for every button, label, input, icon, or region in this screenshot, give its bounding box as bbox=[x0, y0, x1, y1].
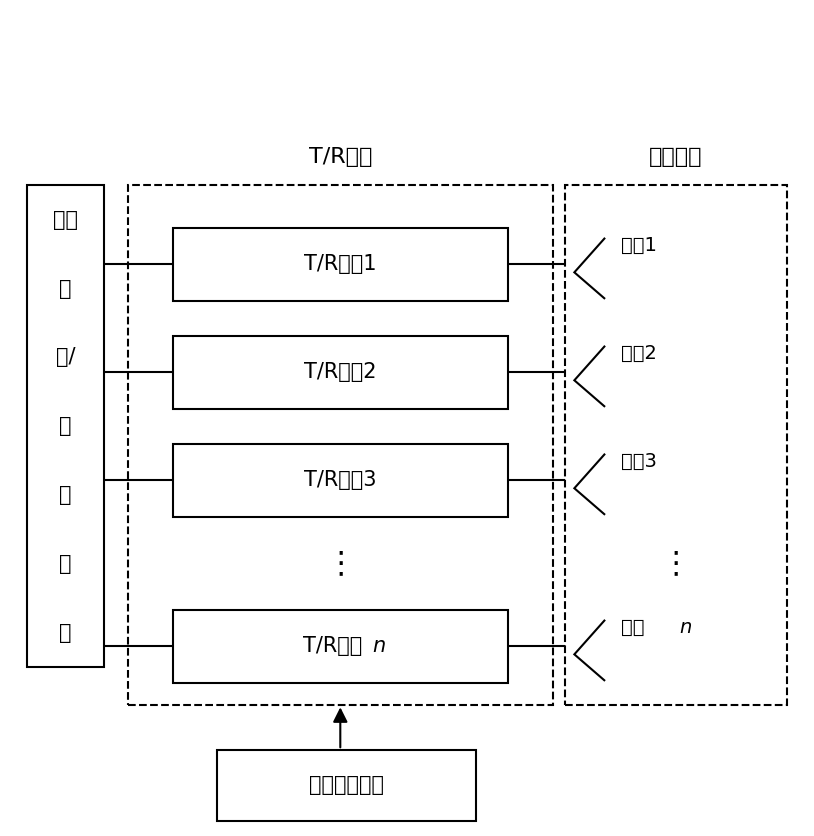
Bar bbox=[173, 336, 508, 409]
Text: 阵元阵列: 阵元阵列 bbox=[649, 147, 702, 167]
Text: T/R组件1: T/R组件1 bbox=[304, 254, 377, 274]
Text: 波束控制系统: 波束控制系统 bbox=[309, 776, 384, 796]
Text: 加: 加 bbox=[59, 485, 72, 505]
Text: n: n bbox=[373, 636, 386, 656]
Bar bbox=[217, 750, 475, 821]
Text: 网: 网 bbox=[59, 554, 72, 574]
Text: 阵刃1: 阵刃1 bbox=[621, 237, 657, 255]
Bar bbox=[173, 228, 508, 301]
Text: T/R组件2: T/R组件2 bbox=[304, 362, 377, 382]
Bar bbox=[173, 609, 508, 683]
Bar bbox=[565, 186, 787, 705]
Text: n: n bbox=[680, 619, 692, 637]
Text: 相: 相 bbox=[59, 416, 72, 436]
Text: 阵刃3: 阵刃3 bbox=[621, 452, 657, 472]
Text: 配/: 配/ bbox=[55, 348, 75, 368]
Text: 分: 分 bbox=[59, 278, 72, 298]
Text: 络: 络 bbox=[59, 623, 72, 643]
Text: T/R组件: T/R组件 bbox=[309, 147, 372, 167]
Bar bbox=[173, 444, 508, 517]
Text: 阵刃: 阵刃 bbox=[621, 619, 645, 637]
Bar bbox=[128, 186, 553, 705]
Text: T/R组件3: T/R组件3 bbox=[304, 471, 377, 490]
Text: 阵刃2: 阵刃2 bbox=[621, 344, 657, 363]
Text: 功率: 功率 bbox=[53, 210, 78, 230]
Text: T/R组件: T/R组件 bbox=[303, 636, 362, 656]
Text: ⋮: ⋮ bbox=[660, 548, 691, 578]
Bar bbox=[27, 186, 104, 667]
Text: ⋮: ⋮ bbox=[325, 548, 356, 578]
